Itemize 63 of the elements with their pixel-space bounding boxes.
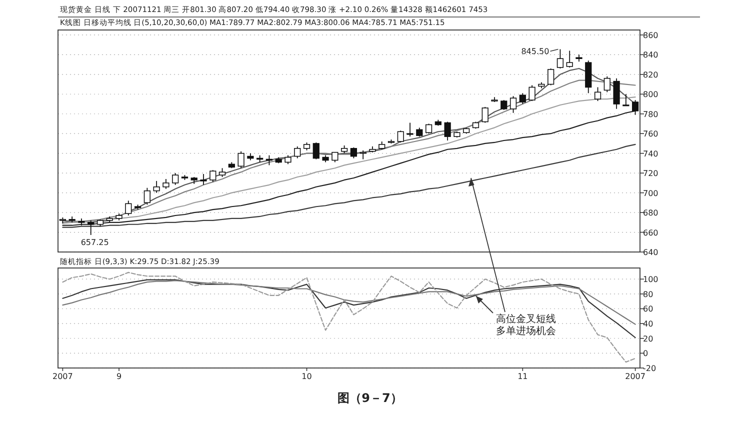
candlestick [528,84,536,102]
annotation: 657.25 [80,238,109,247]
candlestick [519,92,526,104]
y-tick-label: 840 [643,50,658,60]
y-tick-label: 60 [643,304,654,314]
candlestick [482,106,488,124]
y-tick-label: 740 [643,149,658,158]
y-tick-label: 760 [643,130,658,139]
candlestick [556,48,564,69]
candlestick [632,100,639,116]
y-tick-label: 0 [643,349,648,358]
x-tick-label: 9 [116,372,122,381]
candlestick [613,78,620,110]
y-tick-label: 80 [643,290,654,299]
candlestick [566,50,573,68]
line-series [62,280,636,325]
line-series [62,144,636,228]
candlestick [510,96,517,114]
y-tick-label: 860 [643,30,658,40]
candlestick [604,76,610,93]
candlestick [125,200,132,216]
candlestick [294,146,301,159]
x-tick-label: 11 [518,372,528,381]
candlestick [200,174,207,186]
text: 图（9－7） [338,391,402,405]
y-tick-label: 820 [643,70,658,80]
y-tick-label: 720 [643,169,658,178]
y-tick-label: 700 [643,188,658,198]
y-tick-label: 100 [643,275,658,284]
line-series [62,272,636,363]
candlestick [312,142,320,160]
candlestick [172,172,179,186]
annotation: 845.50 [521,47,550,56]
y-tick-label: -20 [643,364,656,373]
y-tick-label: 800 [643,90,658,100]
y-tick-label: 660 [643,228,658,238]
y-tick-label: 680 [643,208,658,218]
candlestick [397,130,404,143]
candlestick [594,86,602,102]
candlestick [153,180,160,194]
candlestick [88,220,94,236]
candlestick [332,152,338,163]
line-series [62,279,636,338]
candlestick [425,123,432,134]
annotation: 高位金叉短线 [496,313,556,325]
candlestick [406,122,414,138]
y-tick-label: 780 [643,110,658,119]
candlestick [210,170,216,182]
candlestick [350,146,358,159]
candlestick [238,150,244,169]
annotation: 多单进场机会 [496,325,556,337]
candlestick [622,94,630,106]
y-tick-label: 40 [643,320,654,329]
x-tick-label: 2007 [52,372,73,381]
candlestick [548,68,554,86]
y-tick-label: 20 [643,334,654,344]
candlestick [500,100,508,110]
candlestick [144,187,150,206]
y-tick-label: 640 [643,248,658,257]
x-tick-label: 10 [302,372,312,381]
candlestick [444,121,451,141]
candlestick [162,178,170,190]
x-tick-label: 2007 [625,372,646,381]
